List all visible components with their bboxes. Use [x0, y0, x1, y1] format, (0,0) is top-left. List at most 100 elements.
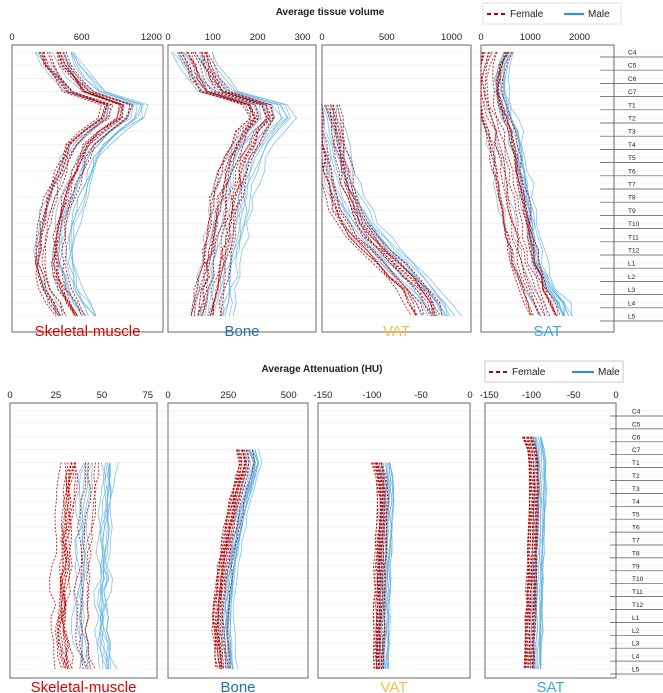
x-tick-label: 300 [295, 32, 311, 43]
female-series-line [375, 462, 382, 670]
vertebra-label: T6 [632, 525, 640, 532]
male-series-line [71, 462, 85, 670]
male-series-line [502, 51, 573, 317]
x-tick-label: 0 [165, 32, 170, 43]
female-series-line [221, 449, 250, 670]
panel-label-sat: SAT [533, 323, 561, 340]
vertebra-label: T1 [632, 460, 640, 467]
x-tick-label: 0 [7, 390, 12, 401]
male-series-line [321, 104, 433, 317]
female-series-line [56, 462, 72, 670]
female-series-line [73, 462, 87, 670]
vertebra-label: C4 [632, 409, 641, 416]
panel-frame-skeletal-muscle [11, 44, 164, 333]
female-series-line [215, 449, 246, 670]
female-series-line [38, 51, 107, 317]
x-tick-label: 200 [250, 32, 266, 43]
female-series-line [201, 51, 270, 317]
male-series-line [495, 51, 564, 317]
female-series-line [374, 462, 383, 670]
vertebra-label: T4 [628, 142, 636, 149]
female-series-line [321, 104, 417, 317]
female-series-line [523, 436, 532, 670]
vertebra-label: L3 [628, 287, 636, 294]
panel-label-skeletal-muscle: Skeletal-muscle [35, 323, 141, 340]
x-tick-label: 75 [143, 390, 154, 401]
x-tick-label: 1000 [441, 32, 462, 43]
female-series-line [530, 436, 539, 670]
female-series-line [205, 51, 271, 317]
female-series-line [529, 436, 537, 670]
x-tick-label: 1000 [520, 32, 541, 43]
x-tick-label: 500 [379, 32, 395, 43]
female-series-line [54, 462, 67, 670]
female-series-line [376, 462, 384, 670]
vertebra-label: L4 [628, 300, 636, 307]
legend-top: Female Male [482, 2, 622, 25]
male-series-line [71, 51, 149, 317]
male-series-line [77, 462, 87, 670]
vertebra-label: T9 [628, 208, 636, 215]
female-series-line [64, 51, 134, 317]
vertebra-label: T8 [628, 195, 636, 202]
female-series-line [480, 51, 531, 317]
vertebra-label: T8 [632, 550, 640, 557]
female-series-line [203, 51, 274, 316]
male-series-line [97, 462, 107, 670]
female-series-line [78, 462, 92, 670]
female-series-line [61, 51, 131, 317]
x-tick-label: 0 [319, 32, 324, 43]
vertebra-label: T7 [632, 538, 640, 545]
female-series-line [530, 436, 538, 670]
x-tick-label: 0 [613, 390, 618, 401]
legend-bottom-female-label: Female [512, 367, 546, 378]
vertebra-label: C6 [628, 76, 637, 83]
female-series-line [480, 51, 540, 317]
female-series-line [526, 436, 534, 670]
female-series-line [200, 51, 267, 317]
vertebra-label: C5 [632, 421, 641, 428]
female-series-line [332, 104, 437, 317]
x-tick-label: 250 [220, 390, 236, 401]
female-series-line [62, 462, 78, 670]
male-series-line [212, 51, 291, 317]
x-tick-label: 500 [281, 390, 297, 401]
male-series-line [385, 462, 393, 670]
male-series-line [100, 462, 112, 670]
male-series-line [226, 449, 256, 670]
female-series-line [227, 449, 256, 670]
female-series-line [41, 51, 111, 317]
legend-bottom: Female Male [484, 360, 624, 383]
female-series-line [327, 104, 432, 317]
vertebra-label: T2 [632, 473, 640, 480]
female-series-line [486, 51, 546, 317]
vertebra-label: T10 [628, 221, 640, 228]
vertebra-label: T3 [632, 486, 640, 493]
female-series-line [501, 51, 561, 317]
female-series-line [481, 51, 542, 317]
male-series-line [321, 104, 433, 317]
male-series-line [81, 462, 94, 670]
x-tick-label: 50 [97, 390, 108, 401]
vertebra-label: T2 [628, 116, 636, 123]
vertebra-label: L4 [632, 654, 640, 661]
x-tick-label: 100 [205, 32, 221, 43]
female-series-line [378, 462, 386, 670]
male-series-line [529, 436, 536, 670]
x-tick-label: 0 [9, 32, 14, 43]
panel-frame-bone [167, 402, 309, 679]
male-series-line [67, 51, 145, 317]
female-series-line [338, 104, 443, 317]
vertebra-label: C5 [628, 63, 637, 70]
x-tick-label: -100 [522, 390, 541, 401]
female-series-line [222, 449, 250, 670]
female-series-line [205, 51, 274, 317]
female-series-line [523, 436, 531, 670]
panel-frame-sat [484, 402, 617, 679]
female-series-line [59, 462, 70, 670]
male-series-line [499, 51, 570, 317]
vertebra-label: T7 [628, 182, 636, 189]
panel-label-bone: Bone [220, 679, 255, 693]
female-series-line [321, 104, 419, 317]
female-series-line [330, 104, 434, 317]
